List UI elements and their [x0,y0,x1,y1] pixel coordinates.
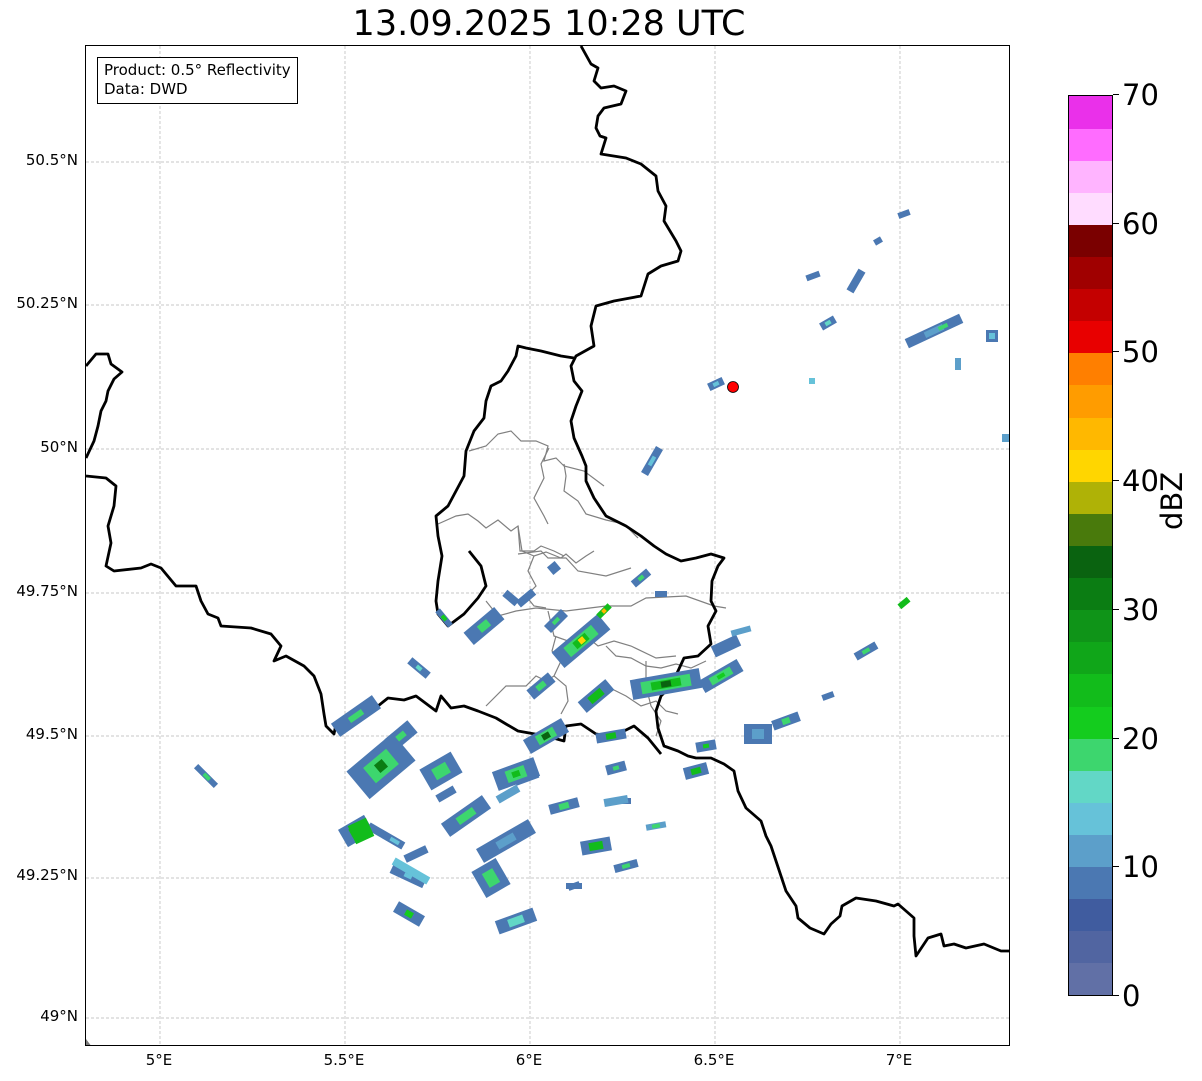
radar-site-marker [727,381,739,393]
lon-tick-label: 5°E [145,1051,173,1069]
colorbar-segment [1069,128,1112,161]
colorbar-segment [1069,449,1112,482]
colorbar-tick [1113,223,1119,224]
colorbar-title: dBZ [1155,471,1189,530]
colorbar-segment [1069,224,1112,258]
product-info-box: Product: 0.5° Reflectivity Data: DWD [97,57,298,104]
precipitation-echoes [193,209,1009,935]
colorbar-segment [1069,288,1112,322]
national-borders [86,46,1009,958]
colorbar-segment [1069,770,1112,803]
map-title: 13.09.2025 10:28 UTC [352,4,746,44]
colorbar-tick [1113,94,1119,95]
colorbar-segment [1069,481,1112,514]
lon-tick-label: 6.5°E [693,1051,735,1069]
colorbar-segment [1069,609,1112,643]
radar-map[interactable] [85,45,1010,1046]
lat-tick-label: 49.25°N [16,866,78,884]
colorbar-tick [1113,866,1119,867]
colorbar-segment [1069,866,1112,900]
colorbar-segment [1069,256,1112,290]
colorbar-segment [1069,513,1112,546]
lat-tick-label: 49.5°N [25,725,78,743]
lat-tick-label: 50.5°N [25,151,78,169]
colorbar-segment [1069,706,1112,739]
colorbar-segment [1069,192,1112,225]
lon-tick-label: 6°E [515,1051,543,1069]
colorbar-segment [1069,898,1112,932]
colorbar-segment [1069,320,1112,354]
data-source-label: Data: DWD [104,80,188,98]
colorbar-segment [1069,930,1112,964]
colorbar [1068,95,1113,996]
lat-tick-label: 50.25°N [16,294,78,312]
canton-borders [437,430,727,737]
colorbar-tick [1113,609,1119,610]
lon-tick-label: 7°E [885,1051,913,1069]
colorbar-segment [1069,545,1112,579]
colorbar-tick [1113,738,1119,739]
map-canvas [86,46,1009,1045]
lat-tick-label: 49°N [40,1007,78,1025]
colorbar-segment [1069,384,1112,418]
colorbar-segment [1069,802,1112,835]
colorbar-segment [1069,834,1112,868]
colorbar-tick-label: 10 [1122,850,1159,884]
colorbar-tick-label: 20 [1122,722,1159,756]
colorbar-tick-label: 50 [1122,335,1159,369]
colorbar-tick-label: 0 [1122,979,1141,1013]
colorbar-tick [1113,480,1119,481]
lat-tick-label: 50°N [40,438,78,456]
lon-tick-label: 5.5°E [323,1051,365,1069]
colorbar-segment [1069,738,1112,771]
colorbar-segment [1069,673,1112,707]
colorbar-segment [1069,352,1112,386]
lat-tick-label: 49.75°N [16,582,78,600]
colorbar-segment [1069,160,1112,193]
colorbar-tick-label: 40 [1122,464,1159,498]
colorbar-tick-label: 70 [1122,78,1159,112]
product-label: Product: 0.5° Reflectivity [104,61,291,79]
colorbar-segment [1069,641,1112,675]
colorbar-tick-label: 60 [1122,207,1159,241]
colorbar-segment [1069,962,1112,996]
colorbar-segment [1069,577,1112,611]
colorbar-segment [1069,96,1112,129]
colorbar-tick [1113,351,1119,352]
colorbar-tick-label: 30 [1122,593,1159,627]
colorbar-tick [1113,995,1119,996]
colorbar-segment [1069,417,1112,450]
gridlines [86,46,1009,1045]
